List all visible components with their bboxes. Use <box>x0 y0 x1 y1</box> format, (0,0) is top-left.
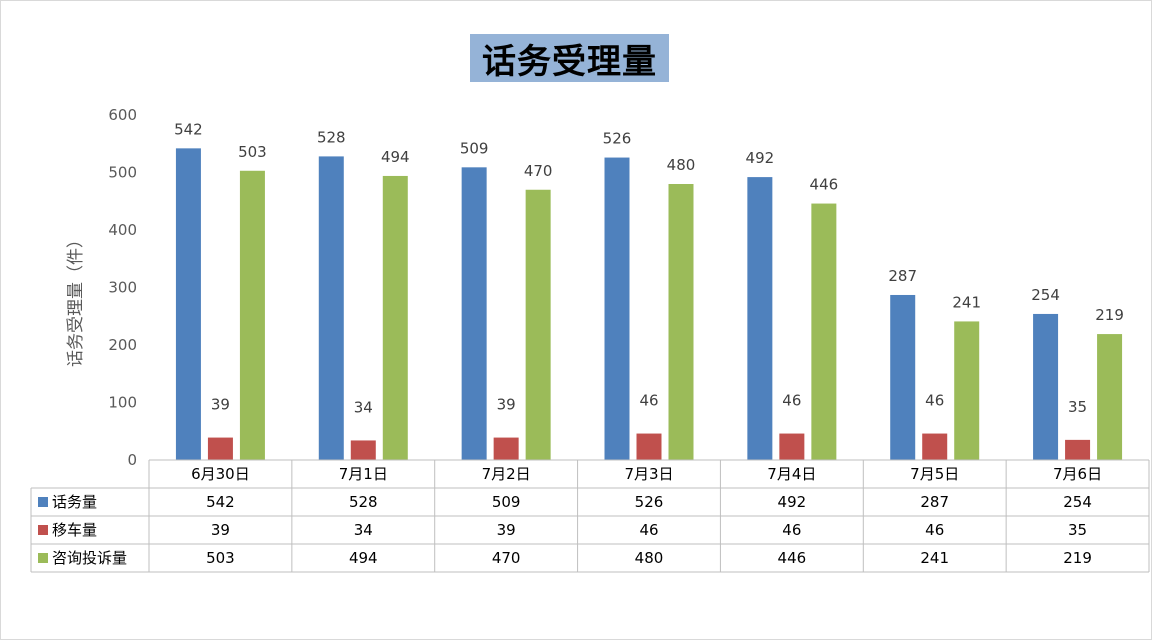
bar-2 <box>779 433 805 460</box>
data-label: 34 <box>354 398 373 416</box>
legend-label: 话务量 <box>52 493 97 511</box>
data-label: 287 <box>888 267 917 285</box>
bars <box>175 148 1123 461</box>
data-label: 526 <box>603 130 632 148</box>
data-label: 46 <box>782 392 801 410</box>
data-label: 39 <box>497 396 516 414</box>
y-tick-label: 100 <box>108 394 137 412</box>
bar-1 <box>604 157 630 461</box>
data-label: 480 <box>667 156 696 174</box>
bar-3 <box>954 321 980 460</box>
y-axis-title: 话务受理量（件） <box>66 231 86 367</box>
data-label: 46 <box>639 392 658 410</box>
data-label: 39 <box>211 396 230 414</box>
bar-3 <box>668 184 694 460</box>
table-cell-value: 287 <box>920 493 949 511</box>
data-label: 509 <box>460 139 489 157</box>
bar-2 <box>207 437 233 460</box>
bar-3 <box>239 170 265 460</box>
y-tick-label: 600 <box>108 106 137 124</box>
data-label: 528 <box>317 128 346 146</box>
bar-2 <box>922 433 948 460</box>
x-category-label: 7月5日 <box>910 465 959 483</box>
data-label: 46 <box>925 392 944 410</box>
x-category-label: 7月2日 <box>482 465 531 483</box>
bar-1 <box>747 177 773 460</box>
x-category-label: 7月1日 <box>339 465 388 483</box>
data-label: 254 <box>1031 286 1060 304</box>
bar-2 <box>1065 439 1091 460</box>
table-cell-value: 492 <box>778 493 807 511</box>
data-label: 35 <box>1068 398 1087 416</box>
y-tick-label: 0 <box>127 451 137 469</box>
table-cell-value: 241 <box>920 549 949 567</box>
table-cell-value: 503 <box>206 549 235 567</box>
table-cell-value: 39 <box>497 521 516 539</box>
table-cell-value: 480 <box>635 549 664 567</box>
table-cell-value: 46 <box>782 521 801 539</box>
data-label: 446 <box>810 176 839 194</box>
y-axis: 0 100 200 300 400 500 600 <box>108 106 137 469</box>
data-label: 542 <box>174 120 203 138</box>
table-cell-value: 219 <box>1063 549 1092 567</box>
data-label: 241 <box>952 293 981 311</box>
y-tick-label: 400 <box>108 221 137 239</box>
legend-label: 咨询投诉量 <box>52 549 127 567</box>
legend-label: 移车量 <box>52 521 97 539</box>
legend-swatch <box>38 553 48 563</box>
bar-3 <box>1097 334 1123 460</box>
x-category-label: 6月30日 <box>191 465 250 483</box>
bar-2 <box>493 437 519 460</box>
bar-3 <box>382 175 408 460</box>
bar-1 <box>890 294 916 460</box>
x-category-label: 7月4日 <box>767 465 816 483</box>
data-label: 492 <box>746 149 775 167</box>
table-cell-value: 446 <box>778 549 807 567</box>
y-tick-label: 300 <box>108 279 137 297</box>
table-cell-value: 509 <box>492 493 521 511</box>
bar-2 <box>636 433 662 460</box>
x-category-label: 7月6日 <box>1053 465 1102 483</box>
bar-1 <box>318 156 344 460</box>
table-cell-value: 254 <box>1063 493 1092 511</box>
data-labels: 542 39 503 528 34 494 509 39 470 526 46 480 492 46 446… <box>174 120 1124 416</box>
data-label: 503 <box>238 143 267 161</box>
table-cell-value: 470 <box>492 549 521 567</box>
data-label: 494 <box>381 148 410 166</box>
table-cell-value: 494 <box>349 549 378 567</box>
bar-2 <box>350 440 376 460</box>
y-tick-label: 500 <box>108 164 137 182</box>
chart-title: 话务受理量 <box>482 41 657 82</box>
table-cell-value: 34 <box>354 521 373 539</box>
table-cell-value: 542 <box>206 493 235 511</box>
table-cell-value: 35 <box>1068 521 1087 539</box>
data-label: 470 <box>524 162 553 180</box>
bar-1 <box>175 148 201 460</box>
bar-3 <box>525 189 551 460</box>
table-cell-value: 46 <box>639 521 658 539</box>
bar-1 <box>1033 313 1059 460</box>
data-label: 219 <box>1095 306 1124 324</box>
bar-1 <box>461 167 487 460</box>
chart-title-box: 话务受理量 <box>470 34 669 82</box>
x-category-label: 7月3日 <box>624 465 673 483</box>
y-tick-label: 200 <box>108 336 137 354</box>
legend-swatch <box>38 497 48 507</box>
table-cell-value: 46 <box>925 521 944 539</box>
legend-swatch <box>38 525 48 535</box>
bar-3 <box>811 203 837 461</box>
table-cell-value: 526 <box>635 493 664 511</box>
table-cell-value: 39 <box>211 521 230 539</box>
table-cell-value: 528 <box>349 493 378 511</box>
